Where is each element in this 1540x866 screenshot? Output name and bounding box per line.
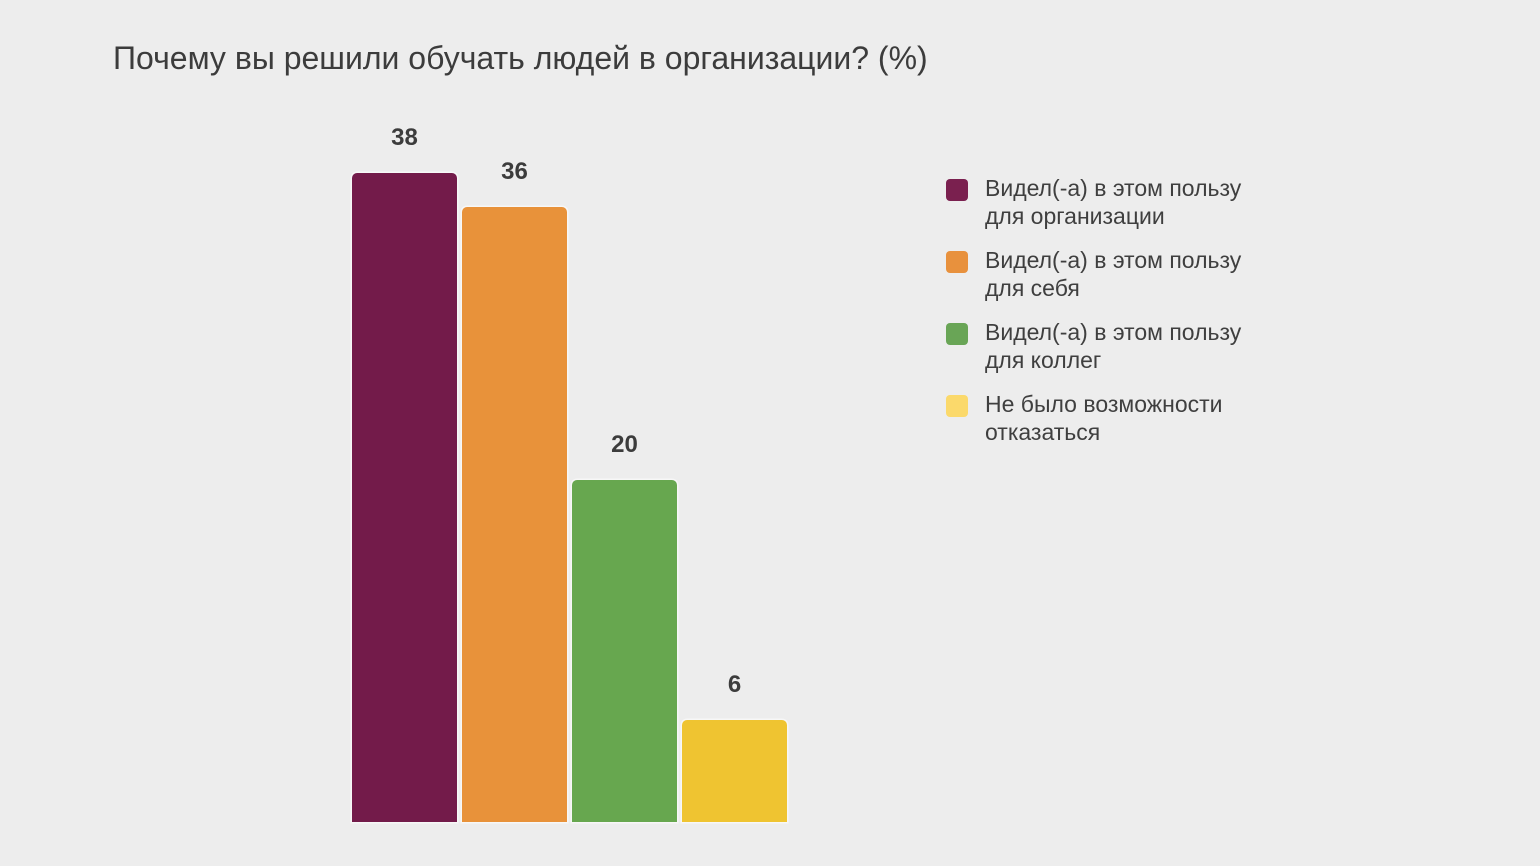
bar-value-label: 6 [727, 671, 742, 698]
bar-group-2: 36 [462, 157, 567, 822]
bar-value-label: 36 [501, 158, 528, 185]
bar-4 [682, 720, 787, 822]
legend-item-1: Видел(-а) в этом пользу для организации [946, 174, 1241, 230]
bar-group-4: 6 [682, 670, 787, 822]
legend-label: Видел(-а) в этом пользу для себя [985, 247, 1242, 301]
bar-value-label: 20 [611, 431, 638, 458]
bar-value-label: 38 [391, 124, 418, 151]
bar-group-1: 38 [352, 123, 457, 822]
bar-2 [462, 207, 567, 822]
bar-group-3: 20 [572, 430, 677, 822]
chart-title: Почему вы решили обучать людей в организ… [113, 40, 928, 76]
legend-swatch [946, 395, 968, 417]
legend-item-2: Видел(-а) в этом пользу для себя [946, 246, 1241, 302]
legend-label: Видел(-а) в этом пользу для коллег [985, 319, 1242, 373]
legend-item-3: Видел(-а) в этом пользу для коллег [946, 318, 1241, 374]
bar-1 [352, 173, 457, 822]
legend-label: Не было возможности отказаться [985, 391, 1223, 445]
legend-swatch [946, 323, 968, 345]
legend-label: Видел(-а) в этом пользу для организации [985, 175, 1242, 229]
bar-3 [572, 480, 677, 822]
legend-swatch [946, 251, 968, 273]
legend: Видел(-а) в этом пользу для организации В… [946, 174, 1241, 446]
legend-item-4: Не было возможности отказаться [946, 390, 1241, 446]
legend-swatch [946, 179, 968, 201]
plot-area: 38 36 20 6 [352, 123, 787, 822]
